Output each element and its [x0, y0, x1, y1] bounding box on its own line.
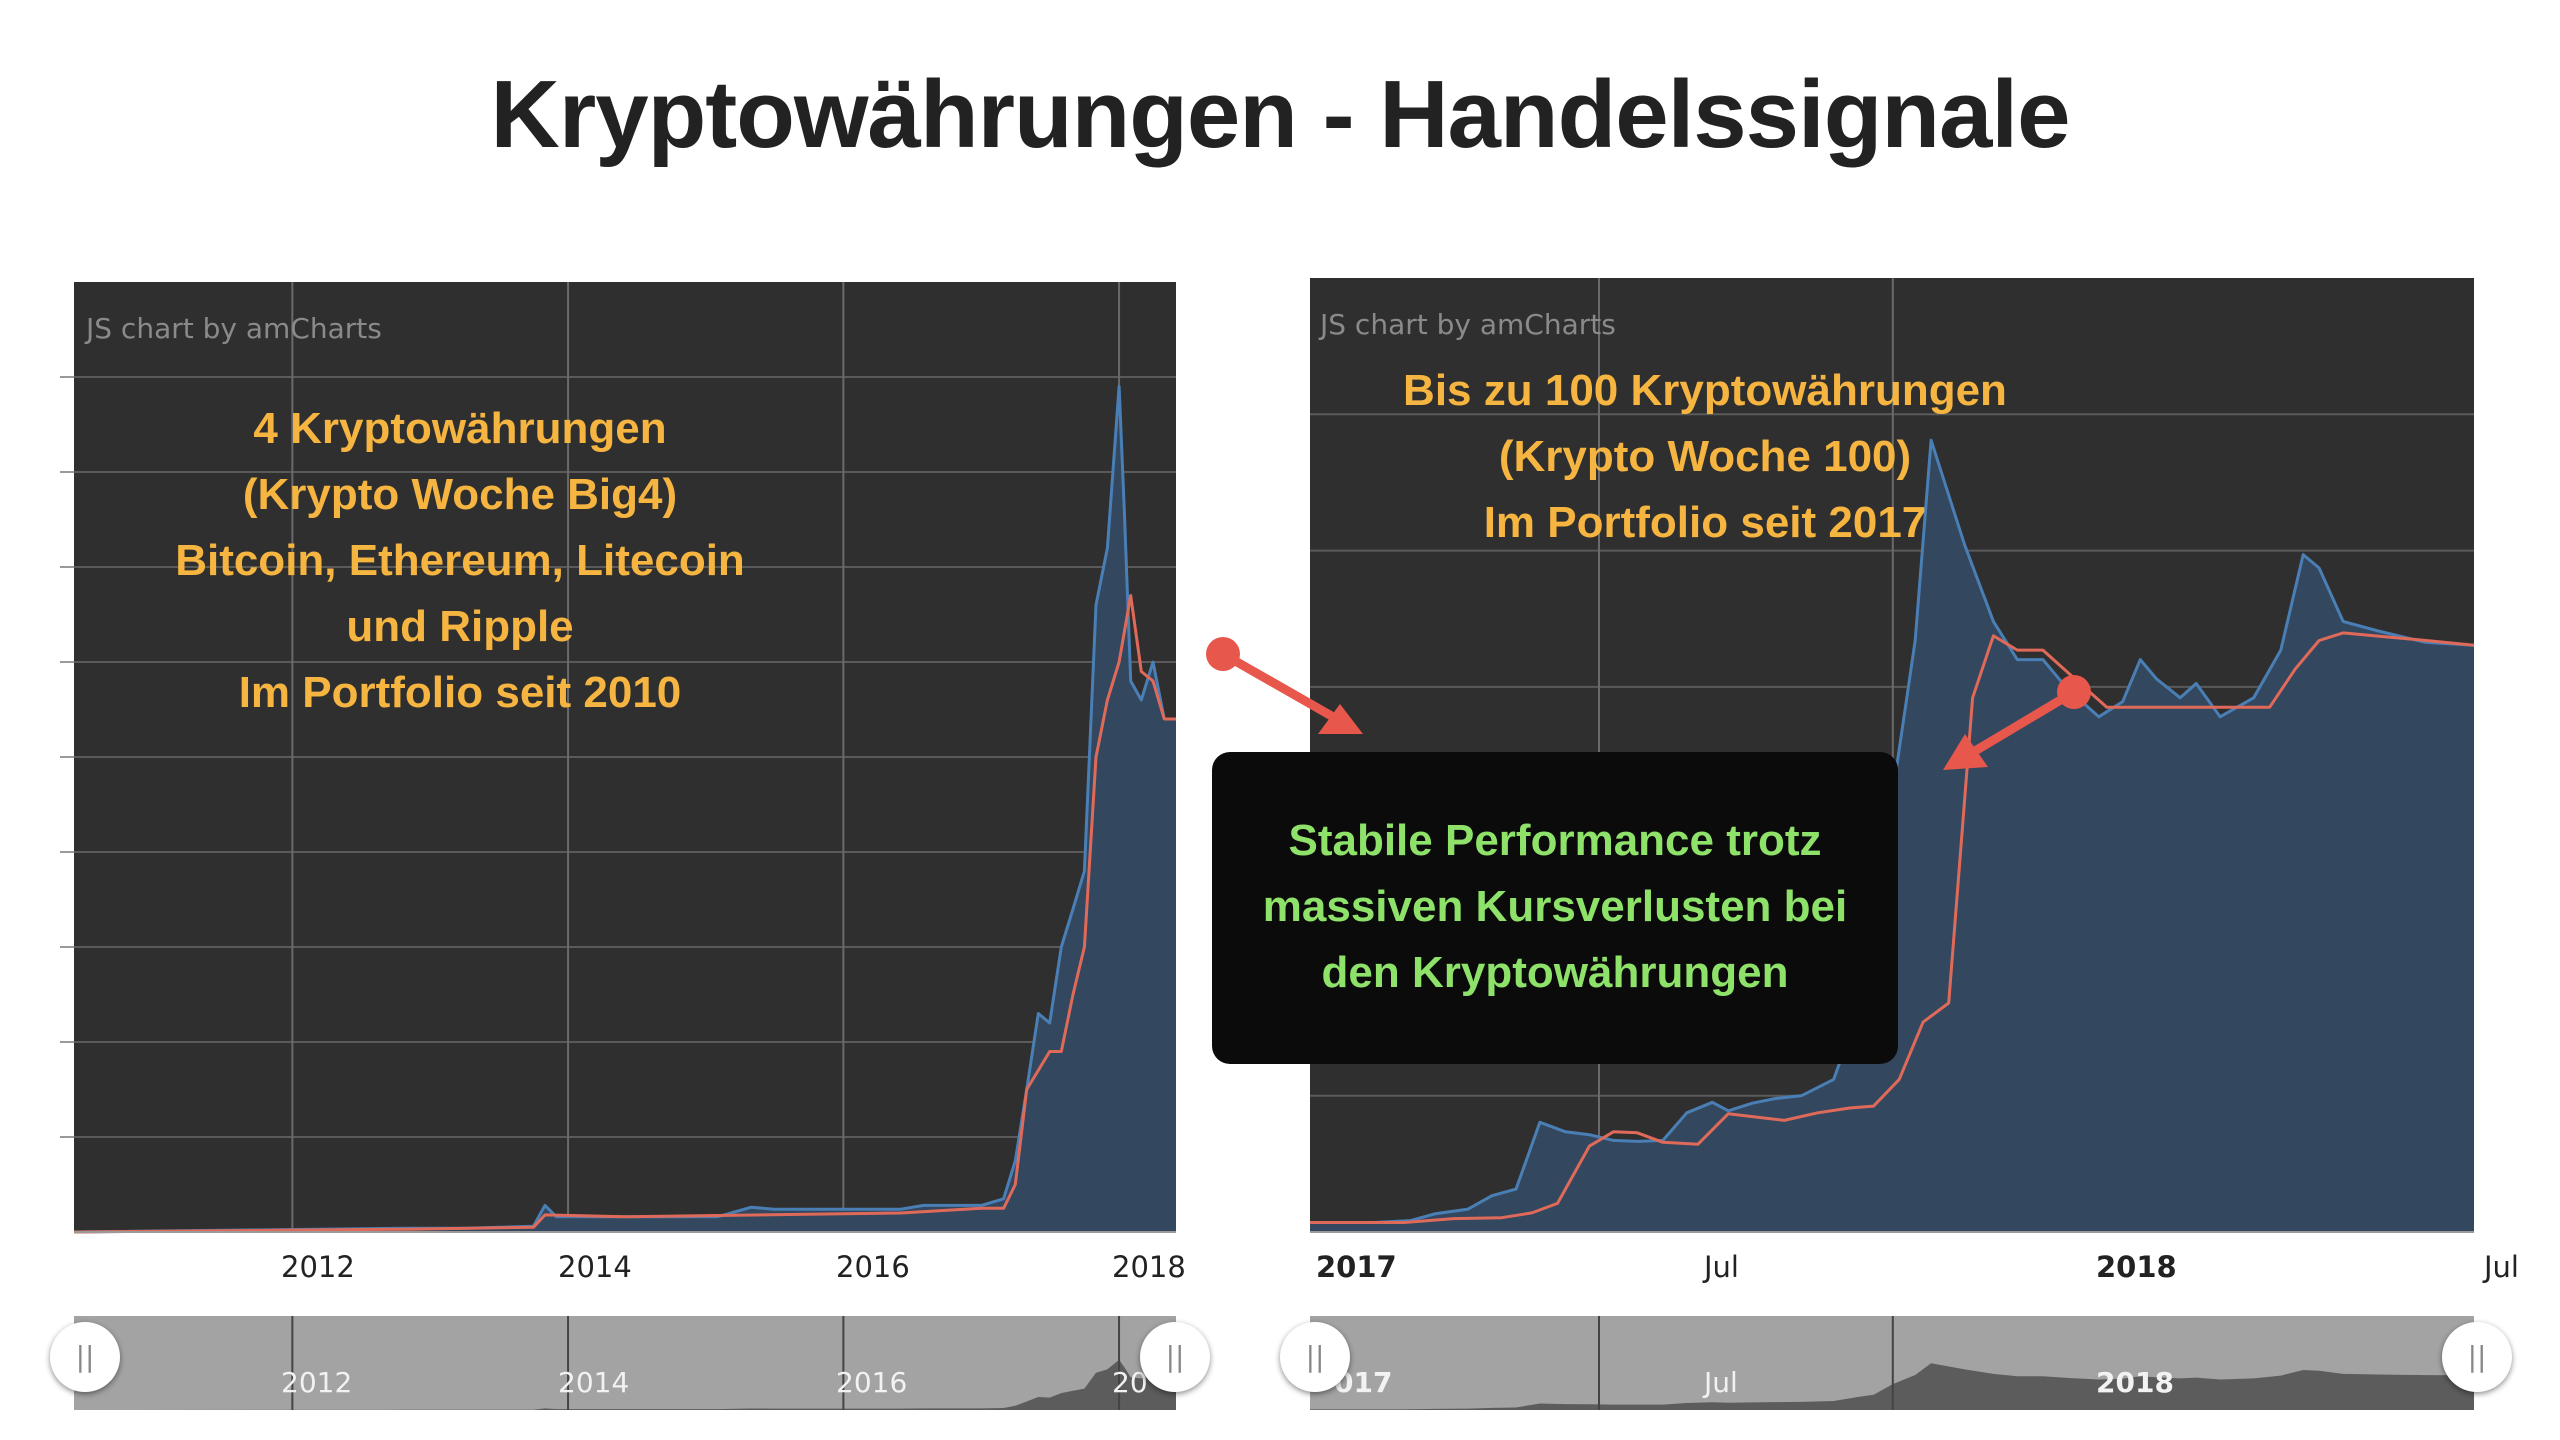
scroll-tick-label: 2016 [836, 1366, 908, 1399]
x-tick-label: Jul [1704, 1250, 1739, 1284]
scroll-tick-label: 2012 [281, 1366, 353, 1399]
left-annotation-line: 4 Kryptowährungen [253, 404, 667, 453]
scrollbar-mini-area [74, 1359, 1176, 1410]
left-chart [60, 282, 1176, 1410]
callout-line: Stabile Performance trotz [1288, 816, 1822, 865]
right-chart-annotation: Bis zu 100 Kryptowährungen (Krypto Woche… [1310, 358, 2100, 556]
scroll-tick-label: 2018 [2096, 1366, 2174, 1399]
scroll-tick-label: 2014 [558, 1366, 630, 1399]
x-tick-label: 2012 [281, 1250, 355, 1284]
scrollbar-right-grip[interactable]: || [1140, 1322, 1210, 1392]
grip-icon: || [75, 1340, 95, 1373]
scrollbar-left-grip[interactable]: || [1280, 1322, 1350, 1392]
left-arrow [1206, 637, 1363, 734]
scrollbar-track [74, 1316, 1176, 1410]
right-arrow [1943, 675, 2091, 770]
series-line-red [1310, 631, 2475, 1224]
x-tick-label: 2018 [1112, 1250, 1186, 1284]
right-chart-watermark[interactable]: JS chart by amCharts [1320, 308, 1616, 341]
right-annotation-line: Bis zu 100 Kryptowährungen [1403, 366, 2007, 415]
grip-icon: || [2467, 1340, 2487, 1373]
left-chart-watermark[interactable]: JS chart by amCharts [86, 312, 382, 345]
scrollbar-left-grip[interactable]: || [50, 1322, 120, 1392]
left-chart-annotation: 4 Kryptowährungen (Krypto Woche Big4) Bi… [80, 396, 840, 726]
callout-line: den Kryptowährungen [1321, 948, 1789, 997]
x-tick-label: Jul [2484, 1250, 2519, 1284]
scroll-tick-label: 20 [1112, 1366, 1148, 1399]
series-area [74, 386, 1176, 1232]
x-tick-label: 2018 [2096, 1250, 2177, 1284]
right-annotation-line: Im Portfolio seit 2017 [1483, 498, 1927, 547]
grip-icon: || [1305, 1340, 1325, 1373]
scrollbar-right-grip[interactable]: || [2442, 1322, 2512, 1392]
callout-line: massiven Kursverlusten bei [1262, 882, 1848, 931]
series-line-red [73, 594, 1176, 1234]
right-annotation-line: (Krypto Woche 100) [1498, 432, 1912, 481]
grip-icon: || [1165, 1340, 1185, 1373]
left-annotation-line: Im Portfolio seit 2010 [238, 668, 682, 717]
callout-text: Stabile Performance trotz massiven Kursv… [1212, 808, 1898, 1006]
left-annotation-line: (Krypto Woche Big4) [242, 470, 678, 519]
x-tick-label: 2017 [1316, 1250, 1397, 1284]
left-annotation-line: und Ripple [346, 602, 574, 651]
callout-box [1212, 752, 1898, 1064]
page-title: Kryptowährungen - Handelssignale [490, 61, 2071, 168]
left-annotation-line: Bitcoin, Ethereum, Litecoin [175, 536, 745, 585]
callout-arrows [1206, 637, 2091, 770]
x-tick-label: 2014 [558, 1250, 632, 1284]
x-tick-label: 2016 [836, 1250, 910, 1284]
scroll-tick-label: Jul [1704, 1366, 1738, 1399]
